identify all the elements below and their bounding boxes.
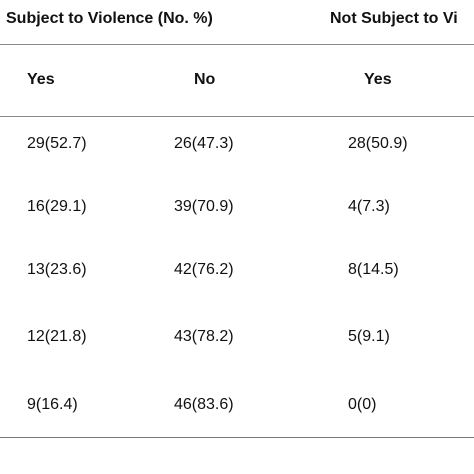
table-cell: 0(0) xyxy=(348,396,377,413)
subheader-yes-subject: Yes xyxy=(27,71,55,88)
subheader-no-subject: No xyxy=(194,71,216,88)
group-header-not-subject-to-violence: Not Subject to Vi xyxy=(330,10,458,27)
table-cell: 42(76.2) xyxy=(174,261,234,278)
group-header-subject-to-violence: Subject to Violence (No. %) xyxy=(6,10,213,27)
table-cell: 8(14.5) xyxy=(348,261,399,278)
table-cell: 39(70.9) xyxy=(174,198,234,215)
table-cell: 9(16.4) xyxy=(27,396,78,413)
table-cell: 46(83.6) xyxy=(174,396,234,413)
header-rule xyxy=(0,44,474,45)
table-cell: 4(7.3) xyxy=(348,198,390,215)
table-cell: 29(52.7) xyxy=(27,135,87,152)
table-cell: 5(9.1) xyxy=(348,328,390,345)
table-cell: 26(47.3) xyxy=(174,135,234,152)
table-cell: 16(29.1) xyxy=(27,198,87,215)
bottom-rule xyxy=(0,437,474,438)
subheader-yes-not-subject: Yes xyxy=(364,71,392,88)
table-cell: 13(23.6) xyxy=(27,261,87,278)
table-cell: 12(21.8) xyxy=(27,328,87,345)
table-cell: 43(78.2) xyxy=(174,328,234,345)
table-cell: 28(50.9) xyxy=(348,135,408,152)
subheader-rule xyxy=(0,116,474,117)
